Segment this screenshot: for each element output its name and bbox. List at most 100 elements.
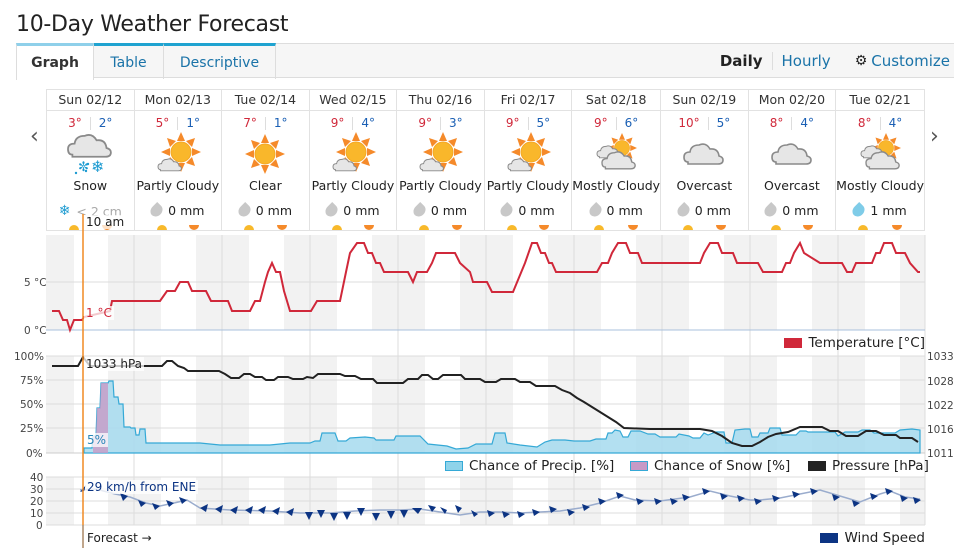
precip-amount: 0 mm <box>343 203 380 218</box>
day-column[interactable]: Thu 02/16 9° 3° Partly Cloudy 0 mm <box>396 90 484 230</box>
high-temp: 9° <box>418 116 432 130</box>
svg-text:50%: 50% <box>20 399 43 411</box>
precip-amount: 0 mm <box>606 203 643 218</box>
condition-label: Snow <box>73 178 108 193</box>
current-wind-label: 29 km/h from ENE <box>85 480 199 494</box>
day-column[interactable]: Mon 02/13 5° 1° Partly Cloudy 0 mm <box>133 90 222 230</box>
current-pressure-label: 1033 hPa <box>84 357 145 371</box>
low-temp: 6° <box>624 116 639 130</box>
sunset-icon <box>539 225 550 230</box>
legend-temperature[interactable]: Temperature [°C] <box>784 335 925 351</box>
legend-label: Wind Speed <box>844 530 925 546</box>
next-arrow-icon[interactable]: › <box>930 124 939 149</box>
day-column[interactable]: Fri 02/17 9° 5° Partly Cloudy 0 mm <box>483 90 572 230</box>
svg-text:75%: 75% <box>20 375 43 387</box>
prev-arrow-icon[interactable]: ‹ <box>30 124 39 149</box>
day-column[interactable]: Mon 02/20 8° 4° Overcast 0 mm <box>747 90 836 230</box>
sunrise-icon <box>156 225 167 230</box>
day-column[interactable]: Tue 02/14 7° 1° Clear 0 mm <box>221 90 309 230</box>
wind-swatch <box>820 533 839 543</box>
svg-text:1011: 1011 <box>927 448 954 460</box>
sunrise-icon <box>69 225 79 230</box>
snowflake-icon: ❄ <box>58 203 71 219</box>
customize-label: Customize <box>871 52 950 70</box>
day-date: Tue 02/21 <box>836 90 924 111</box>
svg-text:1016: 1016 <box>927 424 954 436</box>
condition-label: Overcast <box>764 178 820 193</box>
sunset-icon <box>891 225 902 230</box>
current-temp-label: 1 °C <box>84 306 114 320</box>
forecast-label: Forecast → <box>85 531 154 545</box>
low-temp: 5° <box>536 116 551 130</box>
day-column[interactable]: Sun 02/19 10° 5° Overcast 0 mm <box>660 90 748 230</box>
svg-text:30: 30 <box>30 484 43 496</box>
condition-label: Clear <box>249 178 282 193</box>
precip-amount: < 2 cm <box>76 203 122 219</box>
daily-toggle[interactable]: Daily <box>719 52 763 70</box>
legend-snow[interactable]: Chance of Snow [%] <box>630 458 790 474</box>
sunrise-icon <box>244 225 255 230</box>
sunset-icon <box>715 225 726 230</box>
precip-amount: 0 mm <box>694 203 731 218</box>
legend-label: Chance of Precip. [%] <box>469 458 615 474</box>
sunset-icon <box>803 225 814 230</box>
high-temp: 8° <box>769 116 784 130</box>
tab-bar: Graph Table Descriptive Daily Hourly ⚙ C… <box>16 43 954 80</box>
precip-amount: 0 mm <box>518 203 555 218</box>
svg-text:✼: ✼ <box>78 160 89 175</box>
hourly-toggle[interactable]: Hourly <box>781 52 831 70</box>
tab-graph[interactable]: Graph <box>16 43 94 80</box>
low-temp: 2° <box>98 116 113 130</box>
legend-precip[interactable]: Chance of Precip. [%] <box>445 458 614 474</box>
svg-text:0%: 0% <box>26 448 43 460</box>
sunset-icon <box>276 225 287 230</box>
sunrise-icon <box>683 225 694 230</box>
legend-pressure[interactable]: Pressure [hPa] <box>808 458 929 474</box>
precip-amount: 0 mm <box>782 203 819 218</box>
sunrise-icon <box>770 225 781 230</box>
precip-amount: 0 mm <box>255 203 292 218</box>
legend-label: Temperature [°C] <box>808 335 925 351</box>
gear-icon: ⚙ <box>854 53 868 69</box>
customize-button[interactable]: ⚙ Customize <box>855 52 950 70</box>
precip-amount: 0 mm <box>168 203 205 218</box>
high-temp: 8° <box>857 116 872 130</box>
day-date: Sun 02/12 <box>47 90 134 111</box>
legend-label: Chance of Snow [%] <box>654 458 791 474</box>
day-date: Sat 02/18 <box>572 90 661 111</box>
tab-table[interactable]: Table <box>94 43 164 79</box>
high-temp: 9° <box>594 116 608 130</box>
svg-text:20: 20 <box>30 496 43 508</box>
day-column[interactable]: Tue 02/21 8° 4° Mostly Cloudy 1 mm <box>835 90 925 230</box>
pressure-line <box>52 355 919 447</box>
tab-descriptive[interactable]: Descriptive <box>164 43 276 79</box>
day-column[interactable]: Sun 02/12 3° 2° ✼ ❄ Snow ❄ < 2 cm <box>46 90 134 230</box>
svg-text:25%: 25% <box>20 423 43 435</box>
day-column[interactable]: Wed 02/15 9° 4° Partly Cloudy 0 mm <box>308 90 397 230</box>
sunrise-icon <box>858 225 869 230</box>
day-date: Mon 02/13 <box>134 90 222 111</box>
current-precip-label: 5% <box>85 433 109 447</box>
precip-amount: 0 mm <box>430 203 468 218</box>
snow-swatch <box>630 461 648 471</box>
legend-label: Pressure [hPa] <box>832 458 929 474</box>
wind-arrows <box>80 485 921 521</box>
day-date: Wed 02/15 <box>309 90 397 111</box>
sunset-icon <box>451 225 462 230</box>
legend-wind[interactable]: Wind Speed <box>820 530 925 546</box>
sunset-icon <box>364 225 375 230</box>
high-temp: 9° <box>505 116 520 130</box>
y-tick: 0 °C <box>24 325 47 337</box>
svg-text:0: 0 <box>36 520 43 532</box>
low-temp: 4° <box>361 116 376 130</box>
divider <box>771 52 773 70</box>
day-column[interactable]: Sat 02/18 9° 6° Mostly Cloudy 0 mm <box>571 90 661 230</box>
low-temp: 1° <box>273 116 288 130</box>
condition-label: Overcast <box>676 178 733 193</box>
condition-label: Mostly Cloudy <box>572 178 661 193</box>
sunset-icon <box>628 225 639 230</box>
precip-amount: 1 mm <box>870 203 907 218</box>
page-title: 10-Day Weather Forecast <box>16 12 289 37</box>
svg-text:❄: ❄ <box>91 157 104 176</box>
